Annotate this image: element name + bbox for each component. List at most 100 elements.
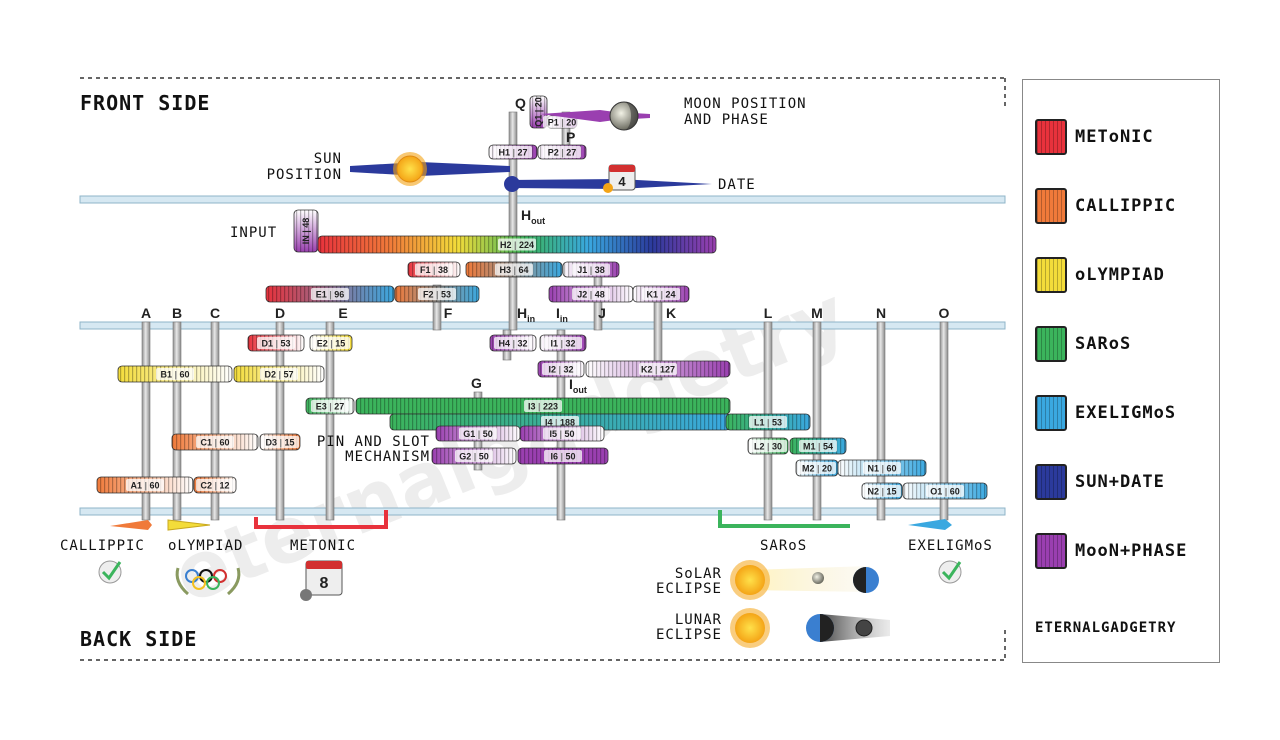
gear-i3: I3 | 223 — [355, 397, 731, 415]
gear-in-label: IN | 48 — [301, 218, 311, 245]
metonic-pointer — [254, 510, 388, 529]
calendar-icon: 4 — [603, 164, 636, 193]
gear-q1-label: Q1 | 20 — [534, 97, 544, 127]
back-side-title: BACK SIDE — [80, 627, 197, 651]
svg-text:8: 8 — [320, 575, 329, 592]
gear-c2: C2 | 12 — [193, 476, 237, 494]
gear-p2: P2 | 27 — [537, 144, 587, 160]
gear-g1-label: G1 | 50 — [463, 429, 493, 439]
gear-l1-label: L1 | 53 — [754, 418, 782, 428]
gear-i4-label: I4 | 188 — [545, 418, 575, 428]
moon-label-line1: MOON POSITION — [684, 96, 807, 112]
shaft-c — [210, 321, 220, 521]
axis-p-label: P — [566, 129, 575, 145]
callippic-check-icon — [98, 560, 122, 584]
legend-swatch — [1035, 464, 1067, 500]
legend-item-moon-phase: MooN+PHASE — [1035, 533, 1188, 569]
exeligmos-pointer — [908, 519, 952, 530]
gear-e2: E2 | 15 — [309, 334, 353, 352]
legend-swatch — [1035, 188, 1067, 224]
gear-q1: Q1 | 20 — [529, 95, 548, 129]
legend-item-olympiad: oLYMPIAD — [1035, 257, 1165, 293]
axis-q-label: Q — [515, 95, 526, 111]
gear-d1-label: D1 | 53 — [261, 339, 290, 349]
gear-b1: B1 | 60 — [117, 365, 233, 383]
olympiad-pointer — [167, 519, 211, 531]
legend-item-sun-date: SUN+DATE — [1035, 464, 1165, 500]
gear-h1: H1 | 27 — [488, 144, 538, 160]
brand-label: ETERNALGADGETRY — [1035, 620, 1177, 636]
gear-i5-label: I5 | 50 — [549, 429, 574, 439]
gear-i2: I2 | 32 — [537, 360, 585, 378]
axis-iout-label: Iout — [569, 376, 587, 395]
gear-in: IN | 48 — [293, 209, 319, 253]
gear-f1-label: F1 | 38 — [420, 265, 448, 275]
gear-a1-label: A1 | 60 — [130, 481, 159, 491]
olympic-rings-icon — [175, 567, 241, 596]
legend-item-callippic: CALLIPPIC — [1035, 188, 1177, 224]
legend-swatch — [1035, 533, 1067, 569]
gear-i1-label: I1 | 32 — [550, 339, 575, 349]
gear-e1: E1 | 96 — [265, 285, 395, 303]
gear-m1: M1 | 54 — [789, 437, 847, 455]
gear-g2-label: G2 | 50 — [459, 452, 489, 462]
axis-l-label: L — [764, 305, 773, 321]
gear-p1-label: P1 | 20 — [548, 118, 577, 128]
gear-f1: F1 | 38 — [407, 261, 461, 278]
shaft-d — [275, 321, 285, 521]
axis-g-label: G — [471, 375, 482, 391]
saros-pointer — [718, 510, 850, 528]
gear-e3: E3 | 27 — [305, 397, 355, 415]
gears: Q1 | 20 P1 | 20 H1 | 27 P2 | 27 IN | 48 H2 | … — [96, 95, 988, 500]
front-side-title: FRONT SIDE — [80, 91, 210, 115]
gear-l1: L1 | 53 — [725, 413, 811, 431]
legend-swatch — [1035, 395, 1067, 431]
legend-swatch — [1035, 119, 1067, 155]
gear-m2: M2 | 20 — [795, 459, 839, 477]
gear-j2: J2 | 48 — [548, 285, 634, 303]
gear-k1-label: K1 | 24 — [646, 290, 675, 300]
axis-c-label: C — [210, 305, 220, 321]
gear-d3-label: D3 | 15 — [265, 438, 294, 448]
axis-m-label: M — [811, 305, 823, 321]
gear-f2-label: F2 | 53 — [423, 290, 451, 300]
gear-h2-label: H2 | 224 — [500, 240, 534, 250]
legend-item-exeligmos: EXELIGMoS — [1035, 395, 1176, 431]
axis-d-label: D — [275, 305, 285, 321]
shaft-a — [141, 321, 151, 521]
shaft-m — [812, 321, 822, 521]
legend-panel: METoNIC CALLIPPIC oLYMPIAD SARoS EXELIGMoS SU… — [1022, 79, 1220, 663]
lunar-eclipse-sun-icon — [730, 608, 770, 648]
metonic-label: METONIC — [290, 538, 356, 554]
gear-c1-label: C1 | 60 — [200, 438, 229, 448]
gear-p2-label: P2 | 27 — [548, 148, 577, 158]
gear-h3-label: H3 | 64 — [499, 265, 528, 275]
gear-j1-label: J1 | 38 — [577, 265, 605, 275]
gear-j1: J1 | 38 — [562, 261, 620, 278]
legend-label: CALLIPPIC — [1075, 196, 1177, 216]
shaft-e — [325, 321, 335, 521]
shaft-b — [172, 321, 182, 521]
gear-m1-label: M1 | 54 — [803, 442, 833, 452]
gear-i5: I5 | 50 — [519, 425, 605, 442]
axis-k-label: K — [666, 305, 676, 321]
legend-label: MooN+PHASE — [1075, 541, 1188, 561]
front-plate — [79, 195, 1006, 204]
gear-e1-label: E1 | 96 — [316, 290, 345, 300]
svg-text:4: 4 — [618, 174, 626, 189]
lunar-eclipse-line1: LUNAR — [675, 612, 722, 628]
gear-b1-label: B1 | 60 — [160, 370, 189, 380]
legend-item-saros: SARoS — [1035, 326, 1131, 362]
gear-i2-label: I2 | 32 — [548, 365, 573, 375]
gear-i6: I6 | 50 — [517, 447, 609, 465]
gear-h1-label: H1 | 27 — [498, 148, 527, 158]
gear-k2-label: K2 | 127 — [641, 365, 675, 375]
gear-n1: N1 | 60 — [837, 459, 927, 477]
gear-e3-label: E3 | 27 — [316, 402, 345, 412]
solar-eclipse-line2: ECLIPSE — [656, 581, 722, 597]
lunar-eclipse-moon-icon — [855, 619, 873, 637]
gear-o1-label: O1 | 60 — [930, 487, 960, 497]
gear-d2: D2 | 57 — [233, 365, 325, 383]
gear-h4: H4 | 32 — [489, 334, 537, 352]
axis-n-label: N — [876, 305, 886, 321]
